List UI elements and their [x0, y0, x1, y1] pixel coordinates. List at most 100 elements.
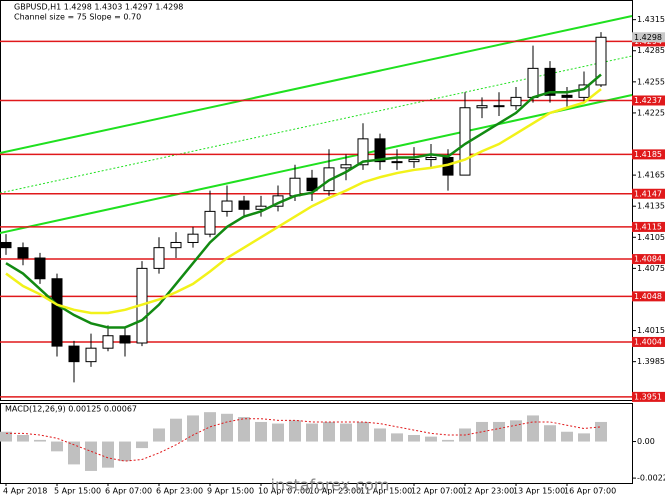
- macd-bar: [374, 428, 386, 442]
- macd-bar: [544, 425, 556, 442]
- candle-body: [374, 138, 386, 163]
- y-tick-label: 1.4255: [637, 77, 665, 86]
- macd-bar: [68, 441, 80, 465]
- macd-bar: [476, 421, 488, 442]
- macd-bar: [187, 415, 199, 442]
- candle-body: [391, 161, 403, 164]
- candle-body: [408, 159, 420, 163]
- watermark: instaforex.com: [271, 476, 390, 495]
- candle-body: [102, 335, 114, 349]
- macd-title: MACD(12,26,9) 0.00125 0.00067: [5, 405, 137, 414]
- candle-body: [221, 200, 233, 212]
- x-tick-label: 10 Apr 23:00: [309, 487, 361, 496]
- level-label: 1.4084: [634, 255, 662, 264]
- macd-bar: [561, 431, 573, 442]
- level-label: 1.3951: [634, 392, 662, 401]
- x-tick-label: 12 Apr 07:00: [411, 487, 463, 496]
- y-tick-label: -0.00224: [637, 474, 665, 483]
- x-tick-label: 13 Apr 15:00: [513, 487, 565, 496]
- macd-bar: [34, 439, 46, 442]
- macd-bar: [85, 441, 97, 471]
- macd-bar: [340, 423, 352, 442]
- macd-bar: [153, 428, 165, 442]
- macd-bar: [323, 421, 335, 442]
- candle-body: [527, 67, 539, 98]
- candle-body: [204, 210, 216, 235]
- level-label-box: [632, 95, 665, 106]
- macd-bar: [51, 441, 63, 452]
- candle-body: [238, 200, 250, 210]
- candle-body: [476, 105, 488, 109]
- moving-average: [5, 88, 602, 315]
- macd-bar: [306, 423, 318, 442]
- candle-body: [340, 164, 352, 169]
- level-label-box: [632, 254, 665, 265]
- level-label-box: [632, 149, 665, 160]
- x-tick-label: 6 Apr 23:00: [156, 487, 203, 496]
- x-tick-label: 6 Apr 07:00: [105, 487, 152, 496]
- moving-average: [5, 73, 602, 329]
- macd-bar: [289, 420, 301, 442]
- level-label: 1.4237: [634, 96, 662, 105]
- candle-body: [306, 177, 318, 192]
- macd-bar: [493, 421, 505, 442]
- y-tick-label: 1.4135: [637, 202, 665, 211]
- macd-bar: [136, 441, 148, 449]
- candle-body: [544, 67, 556, 96]
- macd-bar: [425, 436, 437, 442]
- candle-body: [119, 335, 131, 344]
- macd-bar: [408, 435, 420, 442]
- price-label-box: [632, 32, 665, 43]
- macd-bar: [442, 439, 454, 442]
- candle-body: [289, 177, 301, 197]
- level-label-box: [632, 336, 665, 347]
- macd-bar: [238, 417, 250, 442]
- candle-body: [34, 257, 46, 280]
- x-tick-label: 9 Apr 15:00: [207, 487, 254, 496]
- channel-lower: [0, 94, 633, 234]
- candle-body: [595, 36, 607, 86]
- candle-body: [561, 94, 573, 98]
- y-tick-label: 0.00: [637, 437, 655, 446]
- candle-body: [187, 233, 199, 243]
- macd-bar: [527, 415, 539, 442]
- macd-bar: [272, 423, 284, 442]
- candle-body: [17, 247, 29, 259]
- candle-body: [85, 347, 97, 363]
- macd-bar: [221, 413, 233, 442]
- candle-body: [51, 278, 63, 347]
- macd-bar: [102, 441, 114, 468]
- candle-body: [357, 138, 369, 166]
- macd-bar: [578, 433, 590, 442]
- y-tick-label: 1.4015: [637, 326, 665, 335]
- macd-bar: [510, 420, 522, 442]
- chart-subtitle: Channel size = 75 Slope = 0.70: [14, 13, 141, 22]
- level-label: 1.4115: [634, 222, 662, 231]
- level-label-box: [632, 291, 665, 302]
- candle-body: [170, 241, 182, 249]
- macd-bar: [595, 421, 607, 442]
- macd-bar: [255, 421, 267, 442]
- macd-bar: [119, 441, 131, 462]
- chart-title: GBPUSD,H1 1.4298 1.4303 1.4297 1.4298: [14, 3, 183, 12]
- channel-upper: [0, 15, 633, 154]
- x-tick-label: 12 Apr 23:00: [462, 487, 514, 496]
- macd-bar: [357, 421, 369, 442]
- y-tick-label: 1.3985: [637, 357, 665, 366]
- y-tick-label: 1.4285: [637, 46, 665, 55]
- candle-body: [510, 96, 522, 107]
- y-tick-label: 1.4225: [637, 108, 665, 117]
- x-tick-label: 16 Apr 07:00: [564, 487, 616, 496]
- y-tick-label: 1.4105: [637, 233, 665, 242]
- x-tick-label: 11 Apr 15:00: [360, 487, 412, 496]
- level-label: 1.4004: [634, 337, 662, 346]
- level-label: 1.4147: [634, 189, 662, 198]
- macd-bar: [391, 433, 403, 442]
- candle-body: [68, 345, 80, 363]
- macd-bar: [17, 435, 29, 442]
- level-label: 1.4185: [634, 150, 662, 159]
- y-tick-label: 1.4075: [637, 264, 665, 273]
- macd-bar: [170, 418, 182, 442]
- level-label-box: [632, 391, 665, 402]
